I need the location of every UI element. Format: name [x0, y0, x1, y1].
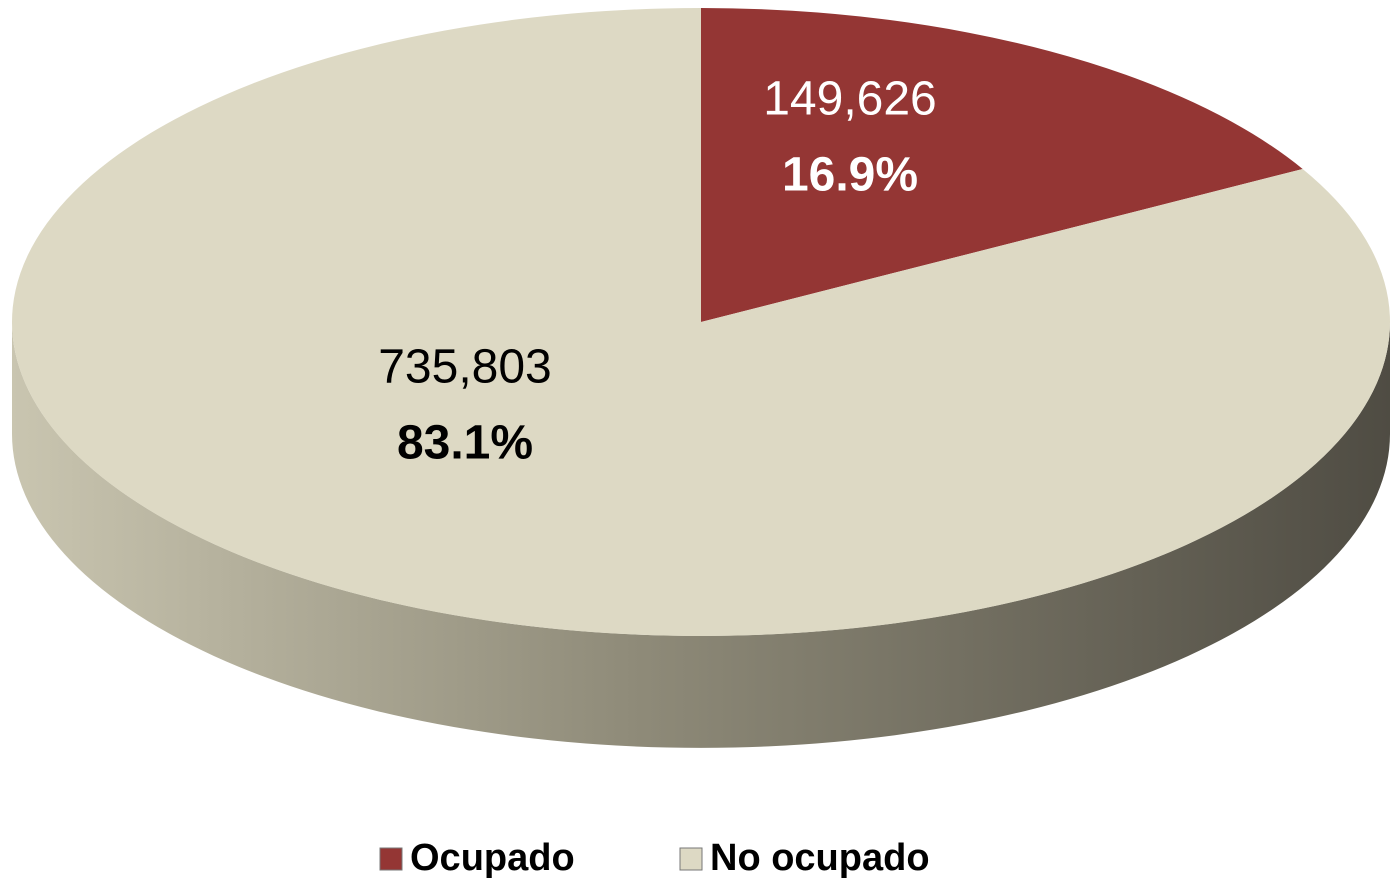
percentage-label: 83.1% — [397, 417, 533, 470]
legend-swatch — [379, 847, 403, 871]
legend-label: No ocupado — [710, 837, 930, 879]
pie-side — [12, 322, 1390, 748]
pie-slice — [701, 8, 1303, 322]
value-label: 735,803 — [378, 341, 552, 394]
percentage-label: 16.9% — [782, 149, 918, 202]
value-label: 149,626 — [763, 73, 937, 126]
legend-swatch — [679, 847, 703, 871]
pie-slice — [11, 8, 1390, 636]
legend-label: Ocupado — [410, 837, 575, 879]
